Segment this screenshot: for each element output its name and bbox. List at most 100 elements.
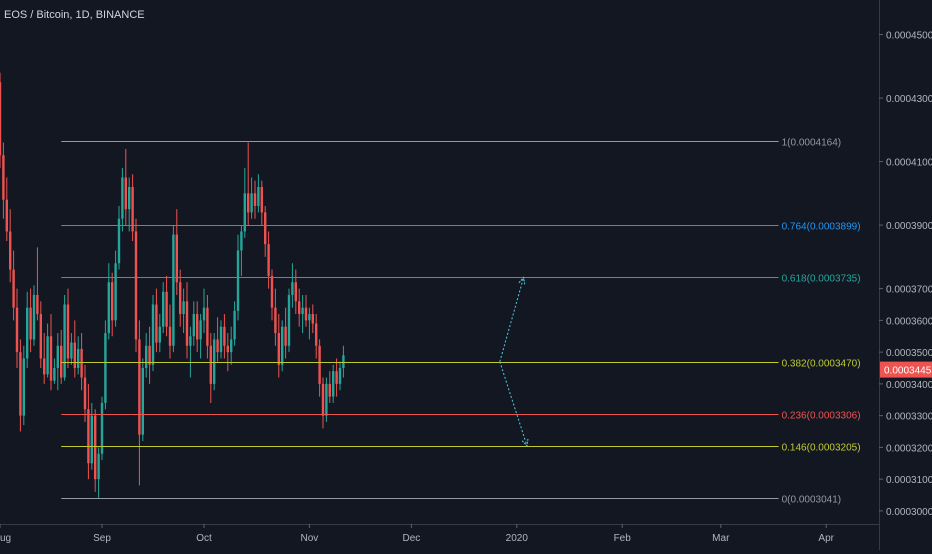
- candle-41: [138, 320, 141, 486]
- candle-body: [36, 294, 39, 315]
- fib-label-0.618: 0.618(0.0003735): [782, 274, 861, 285]
- candle-body: [199, 320, 202, 340]
- candle-body: [291, 282, 294, 295]
- candle-74: [250, 177, 253, 219]
- candle-body: [311, 314, 314, 324]
- price-tick-label: 0.0003200: [886, 443, 932, 454]
- candle-body: [100, 402, 104, 454]
- candle-30: [100, 396, 104, 461]
- fib-label-0.382: 0.382(0.0003470): [782, 359, 861, 370]
- candle-body: [243, 193, 246, 232]
- current-price-badge: [880, 361, 932, 378]
- candle-body: [267, 244, 270, 276]
- candle-101: [342, 345, 345, 378]
- current-price-marker: 0.0003445: [880, 361, 932, 378]
- projection-arrows[interactable]: [499, 276, 529, 447]
- candle-44: [148, 326, 151, 384]
- candle-39: [131, 174, 134, 241]
- candle-body: [281, 326, 284, 365]
- candle-38: [128, 177, 131, 232]
- candle-body: [29, 307, 32, 340]
- candle-body: [274, 307, 277, 334]
- projection-arrow-up[interactable]: [499, 277, 525, 362]
- candle-42: [141, 358, 144, 442]
- candle-49: [165, 275, 168, 337]
- candle-body: [151, 304, 155, 365]
- candle-75: [253, 180, 257, 219]
- candle-body: [73, 342, 76, 369]
- candle-96: [325, 377, 328, 422]
- candle-body: [223, 326, 226, 346]
- candle-body: [226, 345, 229, 353]
- candle-body: [318, 345, 321, 384]
- candle-body: [321, 383, 325, 416]
- candle-69: [233, 301, 236, 346]
- candle-body: [294, 282, 297, 302]
- candle-99: [335, 358, 338, 397]
- candle-body: [145, 345, 148, 369]
- candle-36: [121, 167, 124, 232]
- price-axis[interactable]: 0.0004500 0.0004300 0.0004100 0.0003900 0.00…: [879, 31, 932, 518]
- fib-label-0.236: 0.236(0.0003306): [782, 411, 861, 422]
- candle-14: [46, 323, 49, 378]
- candle-47: [158, 314, 161, 353]
- candle-body: [5, 199, 8, 232]
- candle-13: [43, 333, 46, 384]
- candle-65: [219, 320, 223, 359]
- candle-93: [315, 314, 318, 359]
- candle-body: [192, 314, 195, 337]
- candle-body: [26, 307, 29, 359]
- time-tick-label: Dec: [403, 533, 421, 544]
- candle-40: [134, 218, 138, 353]
- candle-body: [121, 177, 124, 219]
- candle-body: [9, 231, 12, 270]
- candle-body: [148, 345, 151, 365]
- candle-body: [90, 415, 93, 464]
- candle-5: [15, 288, 19, 369]
- candle-body: [87, 409, 90, 464]
- candle-92: [311, 304, 314, 334]
- candle-95: [321, 377, 325, 429]
- fib-retracement[interactable]: 1(0.0004164) 0.764(0.0003899) 0.618(0.0003…: [61, 138, 861, 506]
- price-tick-label: 0.0003000: [886, 507, 932, 518]
- candle-57: [192, 301, 195, 346]
- time-axis[interactable]: ug Sep Oct Nov Dec 2020 Feb Mar Apr: [0, 524, 835, 544]
- candle-82: [277, 314, 280, 378]
- time-tick-label: Apr: [818, 533, 834, 544]
- candle-17: [56, 333, 59, 391]
- candle-7: [22, 345, 25, 426]
- candle-body: [179, 282, 182, 315]
- fib-label-1: 1(0.0004164): [782, 138, 842, 149]
- candle-45: [151, 294, 155, 372]
- candle-63: [213, 333, 216, 391]
- candle-20: [66, 288, 70, 369]
- candle-body: [233, 310, 236, 340]
- candle-15: [49, 314, 53, 391]
- candle-body: [189, 336, 192, 346]
- candle-90: [304, 294, 308, 327]
- time-tick-label: Sep: [93, 533, 111, 544]
- candle-24: [80, 333, 83, 391]
- candle-35: [117, 206, 121, 270]
- candle-body: [97, 453, 100, 480]
- projection-arrow-down[interactable]: [499, 361, 528, 446]
- arrowhead-up: [518, 276, 526, 285]
- candle-50: [168, 304, 172, 359]
- price-tick-label: 0.0004500: [886, 31, 932, 42]
- candle-body: [315, 323, 318, 346]
- candle-body: [213, 339, 216, 384]
- candle-body: [12, 269, 15, 308]
- candle-10: [32, 285, 36, 346]
- candle-9: [29, 288, 32, 353]
- candle-28: [94, 409, 97, 492]
- candle-3: [9, 209, 12, 283]
- candle-body: [0, 82, 2, 156]
- time-tick-label: Mar: [712, 533, 730, 544]
- candle-body: [56, 345, 59, 369]
- candle-21: [70, 333, 73, 365]
- candle-body: [141, 368, 144, 435]
- candle-body: [287, 294, 291, 346]
- candle-89: [301, 294, 304, 334]
- candle-37: [124, 148, 127, 226]
